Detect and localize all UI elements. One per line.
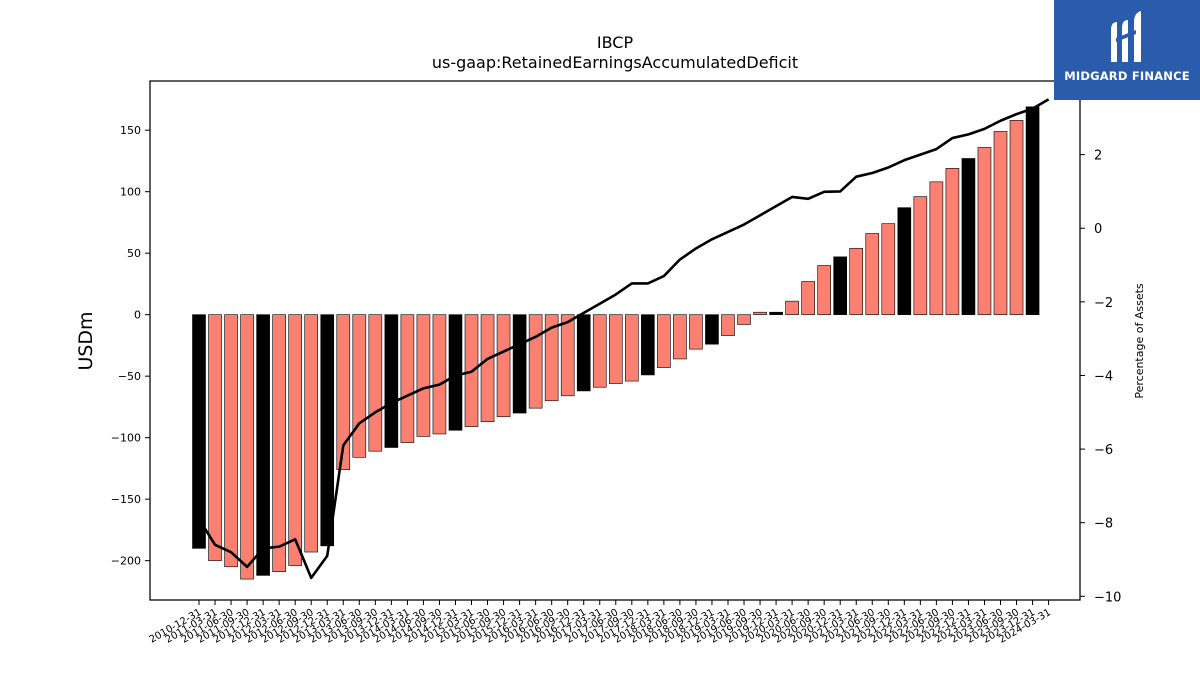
y2-tick-label: −2 — [1094, 296, 1113, 311]
bar — [288, 314, 302, 566]
bar — [913, 196, 928, 315]
line-series — [197, 98, 1050, 580]
bar — [368, 314, 383, 452]
bar-series — [192, 106, 1040, 580]
y2-tick-label: −4 — [1094, 369, 1113, 384]
y2-tick-label: −6 — [1094, 443, 1113, 458]
bar — [961, 158, 976, 315]
bar — [528, 314, 543, 409]
bar — [993, 131, 1008, 315]
bar — [929, 181, 944, 315]
bar — [737, 314, 751, 325]
bar — [753, 311, 767, 315]
bar — [304, 314, 319, 553]
y-tick-label: 50 — [127, 247, 141, 260]
chart-subtitle: us-gaap:RetainedEarningsAccumulatedDefic… — [432, 53, 798, 72]
chart-title: IBCP — [597, 33, 634, 52]
y-tick-label: 150 — [120, 124, 141, 137]
bar — [336, 314, 351, 470]
bar — [416, 314, 431, 437]
bar — [881, 223, 896, 315]
bar — [833, 256, 848, 315]
bar — [576, 314, 591, 392]
bar — [496, 314, 511, 418]
y-tick-label: −100 — [111, 432, 141, 445]
y2-tick-label: −8 — [1094, 517, 1113, 532]
line — [197, 98, 1050, 580]
y2-tick-label: 0 — [1094, 222, 1102, 237]
bar — [1025, 106, 1040, 315]
bar — [480, 314, 495, 422]
bar — [384, 314, 399, 448]
y2-tick-label: −10 — [1094, 590, 1121, 605]
bar — [849, 247, 864, 315]
bar — [560, 314, 575, 397]
y-axis-label: USDm — [75, 311, 97, 370]
y-axis-left: −200 −150 −100 −50 0 50 100 150 — [111, 124, 150, 568]
bar — [769, 311, 783, 315]
bar — [705, 314, 719, 345]
bar — [432, 314, 447, 435]
bar — [608, 314, 623, 384]
bar — [448, 314, 463, 431]
bar — [625, 314, 639, 382]
bar — [817, 265, 831, 315]
bar — [1009, 120, 1024, 315]
bar — [320, 314, 335, 547]
bar — [544, 314, 559, 402]
y2-tick-label: 2 — [1094, 149, 1102, 164]
bar — [352, 314, 367, 458]
x-axis: 2010-12-312011-03-312011-06-302011-09-30… — [148, 600, 1053, 646]
plot-frame — [149, 80, 1081, 601]
y-axis-right: −10 −8 −6 −4 −2 0 2 — [1080, 149, 1121, 605]
bar — [657, 314, 671, 368]
midgard-m-logo-icon — [1111, 11, 1141, 62]
y-tick-label: −50 — [118, 370, 141, 383]
brand-name: MIDGARD FINANCE — [1064, 69, 1190, 83]
bar — [689, 314, 703, 350]
bar — [801, 281, 815, 315]
y-tick-label: 100 — [120, 186, 141, 199]
bar — [897, 207, 912, 315]
brand-logo: MIDGARD FINANCE — [1054, 0, 1200, 100]
bar — [721, 314, 735, 336]
y-tick-label: −150 — [111, 493, 141, 506]
bar — [240, 314, 254, 580]
bar — [272, 314, 286, 573]
bar — [512, 314, 527, 414]
bar — [641, 314, 655, 376]
bar — [865, 233, 880, 315]
y-tick-label: 0 — [134, 309, 141, 322]
y-tick-label: −200 — [111, 555, 141, 568]
bar — [400, 314, 415, 443]
y2-axis-label: Percentage of Assets — [1133, 283, 1146, 399]
bar — [592, 314, 607, 388]
bar — [977, 147, 992, 315]
bar — [224, 314, 238, 568]
bar — [208, 314, 222, 561]
bar — [192, 314, 206, 549]
bar — [673, 314, 687, 360]
bar — [785, 300, 799, 315]
bar — [256, 314, 270, 576]
bar — [945, 168, 960, 315]
